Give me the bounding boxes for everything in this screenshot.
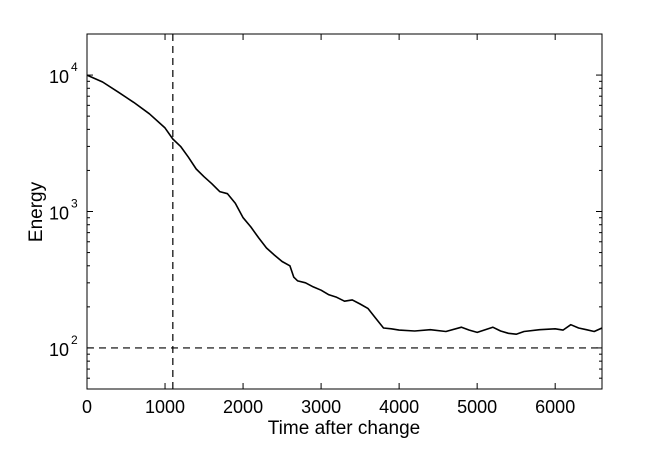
y-tick-label-exponent: 2 <box>71 333 78 347</box>
x-tick-label: 4000 <box>379 397 419 417</box>
y-axis-label: Energy <box>26 181 47 242</box>
reference-lines <box>87 34 602 389</box>
x-tick-label: 6000 <box>535 397 575 417</box>
x-tick-label: 2000 <box>223 397 263 417</box>
x-tick-label: 0 <box>82 397 92 417</box>
series-layer <box>86 74 603 336</box>
y-tick-label: 10 <box>49 204 69 224</box>
energy-series-line <box>86 74 603 336</box>
x-axis: 0 1000 2000 3000 4000 5000 6000 <box>82 34 575 417</box>
x-tick-label: 1000 <box>145 397 185 417</box>
y-tick-label: 10 <box>49 67 69 87</box>
x-tick-label: 3000 <box>301 397 341 417</box>
x-tick-label: 5000 <box>457 397 497 417</box>
y-tick-label-exponent: 4 <box>71 60 78 74</box>
plot-frame <box>86 33 603 390</box>
y-tick-label-exponent: 3 <box>71 197 78 211</box>
x-axis-label: Time after change <box>268 418 420 439</box>
y-tick-label: 10 <box>49 340 69 360</box>
